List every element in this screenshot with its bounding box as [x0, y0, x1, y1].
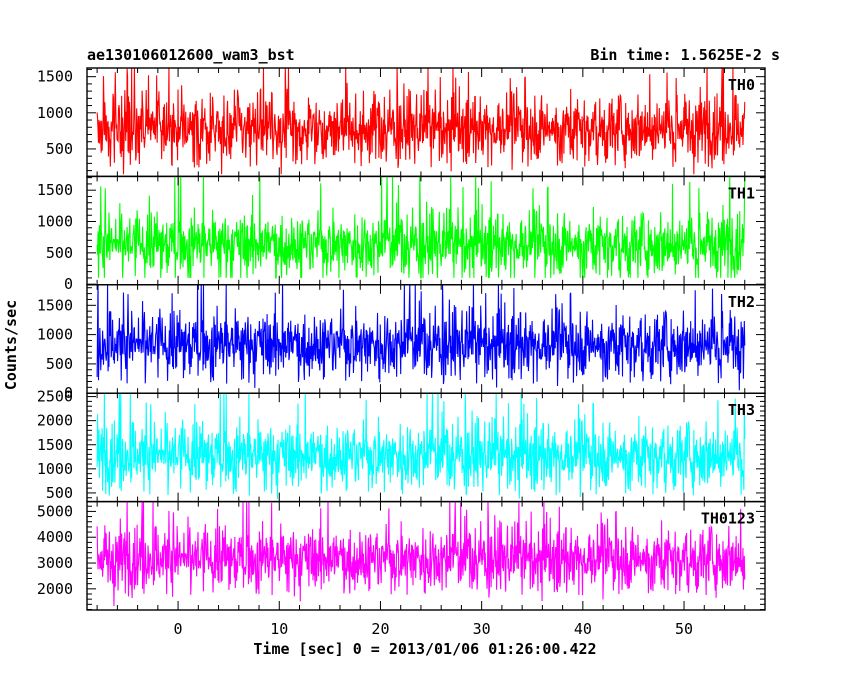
x-tick-label: 50 — [675, 620, 693, 638]
y-tick-label: 1000 — [37, 460, 73, 478]
panel-name-th2: TH2 — [728, 293, 755, 311]
y-tick-label: 3000 — [37, 554, 73, 572]
panel-th1: 0 500 1000 1500 TH1 — [37, 175, 766, 293]
panel-th0123: 2000 3000 4000 5000 TH0123 — [37, 500, 766, 611]
series-line-th1 — [96, 176, 746, 279]
y-tick-label: 2000 — [37, 412, 73, 430]
series-line-th0 — [96, 68, 746, 175]
series-line-th2 — [96, 284, 746, 391]
x-tick-label: 40 — [574, 620, 592, 638]
panel-name-th1: TH1 — [728, 184, 755, 202]
y-tick-label: 1000 — [37, 326, 73, 344]
x-tick-label: 30 — [473, 620, 491, 638]
x-tick-label: 20 — [371, 620, 389, 638]
series-line-th0123 — [96, 501, 746, 606]
y-axis-label: Counts/sec — [2, 300, 20, 390]
y-tick-label: 500 — [46, 355, 73, 373]
panel-th2: 0 500 1000 1500 TH2 — [37, 284, 766, 402]
y-tick-label: 0 — [64, 275, 73, 293]
y-tick-label: 1500 — [37, 181, 73, 199]
y-tick-label: 500 — [46, 484, 73, 502]
panel-th3: 500 1000 1500 2000 2500 TH3 — [37, 388, 766, 503]
y-tick-label: 1500 — [37, 296, 73, 314]
x-axis-label: Time [sec] 0 = 2013/01/06 01:26:00.422 — [253, 640, 596, 658]
plot-title: ae130106012600_wam3_bst — [87, 46, 295, 64]
bin-time-label: Bin time: 1.5625E-2 s — [590, 46, 780, 64]
y-tick-label: 0 — [64, 384, 73, 402]
x-tick-label: 0 — [174, 620, 183, 638]
series-line-th3 — [96, 393, 746, 499]
x-tick-label: 10 — [270, 620, 288, 638]
y-tick-label: 1500 — [37, 68, 73, 86]
panel-frame — [86, 500, 766, 611]
panel-name-th0123: TH0123 — [701, 510, 755, 528]
y-tick-label: 500 — [46, 140, 73, 158]
y-tick-label: 2000 — [37, 580, 73, 598]
panel-name-th3: TH3 — [728, 401, 755, 419]
y-tick-label: 1000 — [37, 104, 73, 122]
panel-name-th0: TH0 — [728, 76, 755, 94]
y-tick-label: 1000 — [37, 213, 73, 231]
y-tick-label: 4000 — [37, 528, 73, 546]
y-tick-label: 5000 — [37, 502, 73, 520]
panel-th0: 500 1000 1500 TH0 — [37, 67, 766, 178]
y-tick-label: 2500 — [37, 388, 73, 406]
y-tick-label: 500 — [46, 244, 73, 262]
y-tick-label: 1500 — [37, 436, 73, 454]
